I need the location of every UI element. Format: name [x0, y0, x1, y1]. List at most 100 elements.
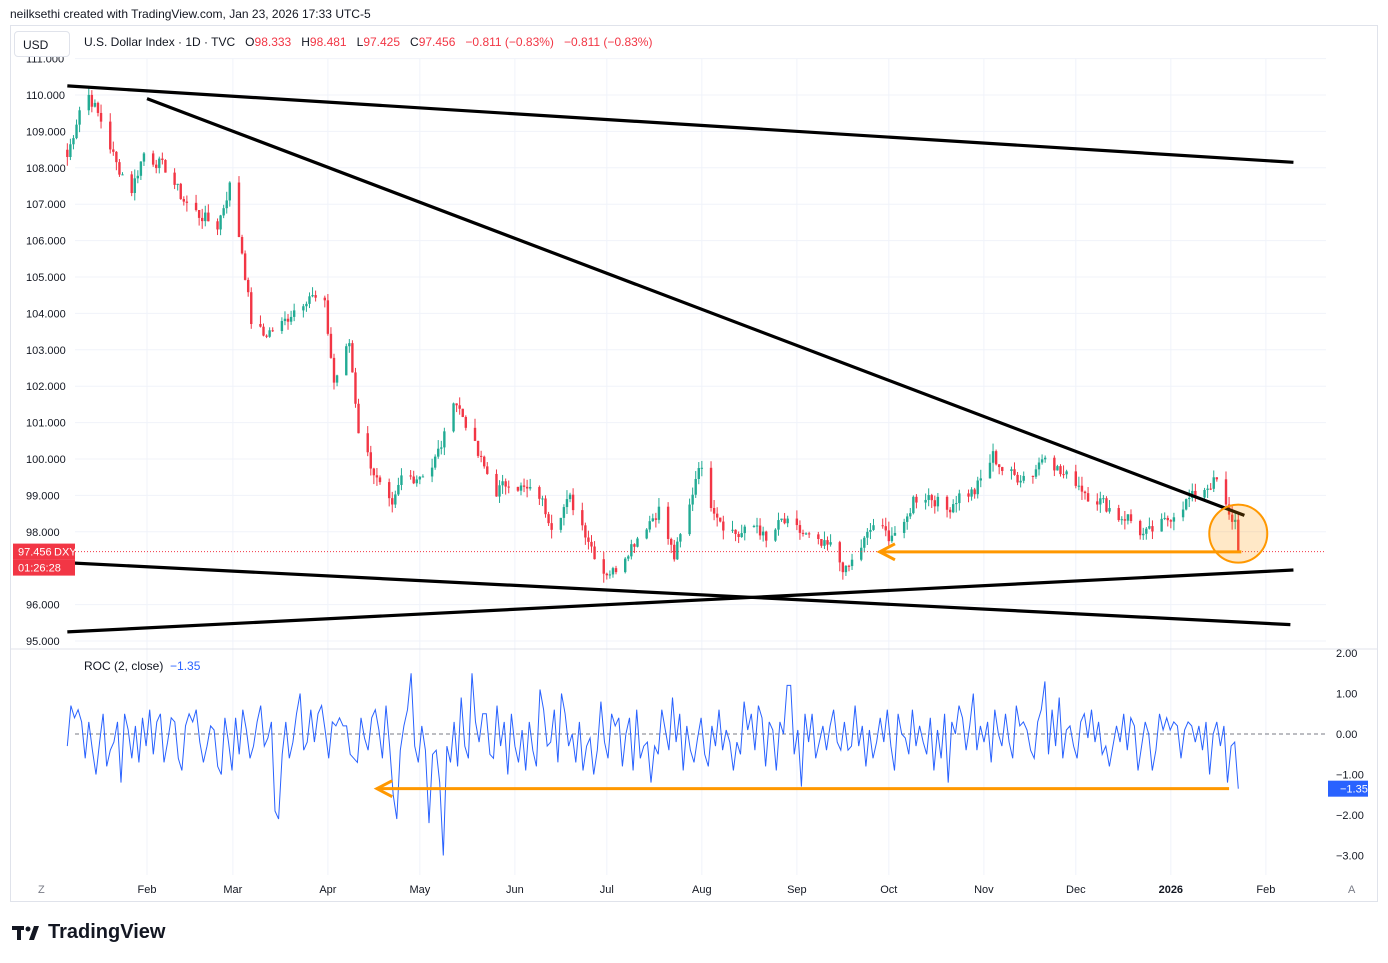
candle-body	[329, 333, 333, 358]
candle-body	[216, 221, 219, 230]
roc-title[interactable]: ROC (2, close)	[84, 659, 164, 673]
candle-body	[823, 540, 826, 546]
candle-body	[115, 151, 118, 163]
candle-body	[565, 499, 569, 508]
candle-body	[624, 558, 627, 573]
candle-body	[761, 531, 765, 536]
candle-body	[1040, 459, 1044, 463]
candle-body	[375, 475, 379, 478]
candle-body	[87, 94, 90, 111]
candle-body	[440, 447, 443, 449]
candle-body	[602, 559, 605, 574]
candle-body	[807, 533, 811, 535]
candle-body	[498, 485, 501, 497]
candle-body	[1237, 519, 1240, 552]
candle-body	[151, 153, 155, 165]
roc-tick: −2.00	[1336, 810, 1364, 822]
candle-body	[1019, 480, 1022, 483]
symbol-legend: U.S. Dollar Index · 1D · TVC O98.333 H98…	[84, 35, 653, 49]
price-tick: 100.000	[26, 454, 66, 466]
candle-body	[568, 494, 572, 500]
candle-body	[1188, 497, 1191, 500]
candle-body	[997, 464, 1001, 468]
candle-body	[366, 433, 369, 453]
candle-body	[1096, 501, 1099, 505]
candle-body	[1203, 489, 1206, 498]
candle-body	[1083, 491, 1087, 494]
candle-body	[1086, 493, 1090, 502]
candle-body	[1102, 498, 1105, 500]
candle-body	[455, 403, 458, 406]
candle-body	[158, 158, 161, 169]
price-tick: 103.000	[26, 345, 66, 357]
candle-body	[357, 403, 360, 434]
candle-body	[587, 537, 590, 542]
candle-body	[1224, 479, 1228, 505]
close-value: 97.456	[418, 35, 456, 49]
candle-body	[719, 517, 722, 522]
candle-body	[550, 523, 553, 530]
candle-body	[1062, 474, 1065, 476]
currency-button[interactable]: USD	[14, 31, 70, 57]
candle-body	[90, 94, 94, 107]
candle-body	[863, 537, 866, 548]
tradingview-logo: TradingView	[12, 921, 165, 944]
candle-body	[795, 518, 799, 526]
candle-body	[464, 416, 468, 428]
symbol-title[interactable]: U.S. Dollar Index · 1D · TVC	[84, 35, 236, 49]
candle-body	[633, 544, 636, 547]
open-value: 98.333	[254, 35, 292, 49]
candle-body	[155, 164, 158, 169]
candle-body	[783, 518, 786, 524]
candle-body	[400, 475, 403, 485]
candle-body	[1206, 488, 1209, 490]
candle-body	[483, 456, 486, 467]
candle-body	[694, 478, 697, 495]
price-tick: 98.000	[26, 527, 60, 539]
candle-body	[179, 183, 182, 200]
candle-body	[452, 403, 455, 432]
roc-tick: −3.00	[1336, 851, 1364, 863]
candle-body	[75, 124, 78, 139]
candle-body	[176, 183, 179, 185]
price-tick: 99.000	[26, 490, 60, 502]
candle-body	[1129, 514, 1133, 521]
candle-body	[648, 521, 651, 530]
candle-body	[541, 498, 544, 500]
candle-body	[844, 565, 848, 573]
candle-body	[1234, 519, 1237, 522]
trend-line	[146, 97, 1245, 517]
brand-name: TradingView	[48, 921, 166, 943]
candle-body	[173, 172, 176, 185]
candle-body	[486, 466, 489, 474]
candle-body	[136, 175, 140, 179]
candle-body	[1010, 469, 1013, 471]
candle-body	[78, 110, 81, 125]
candle-body	[841, 562, 845, 573]
roc-legend-value: −1.35	[170, 659, 201, 673]
candle-body	[1120, 519, 1123, 521]
candle-body	[731, 529, 734, 531]
candle-body	[204, 212, 207, 222]
roc-tick: 1.00	[1336, 689, 1357, 701]
candle-body	[286, 318, 290, 322]
candle-body	[755, 525, 759, 527]
candle-body	[614, 568, 618, 573]
auto-scale-icon[interactable]: A	[1348, 884, 1356, 896]
candle-body	[372, 468, 376, 476]
candle-body	[581, 510, 584, 526]
candle-body	[780, 518, 783, 521]
candle-body	[185, 201, 189, 203]
candle-body	[1142, 533, 1145, 536]
candle-body	[547, 514, 550, 524]
month-tick: Oct	[880, 884, 897, 896]
roc-tick: 0.00	[1336, 729, 1357, 741]
candle-body	[525, 486, 529, 489]
candle-body	[528, 487, 532, 489]
candle-body	[994, 451, 998, 465]
candle-body	[332, 357, 336, 383]
price-tick: 96.000	[26, 600, 60, 612]
zoom-icon[interactable]: Z	[38, 884, 45, 896]
candle-body	[1065, 471, 1068, 475]
